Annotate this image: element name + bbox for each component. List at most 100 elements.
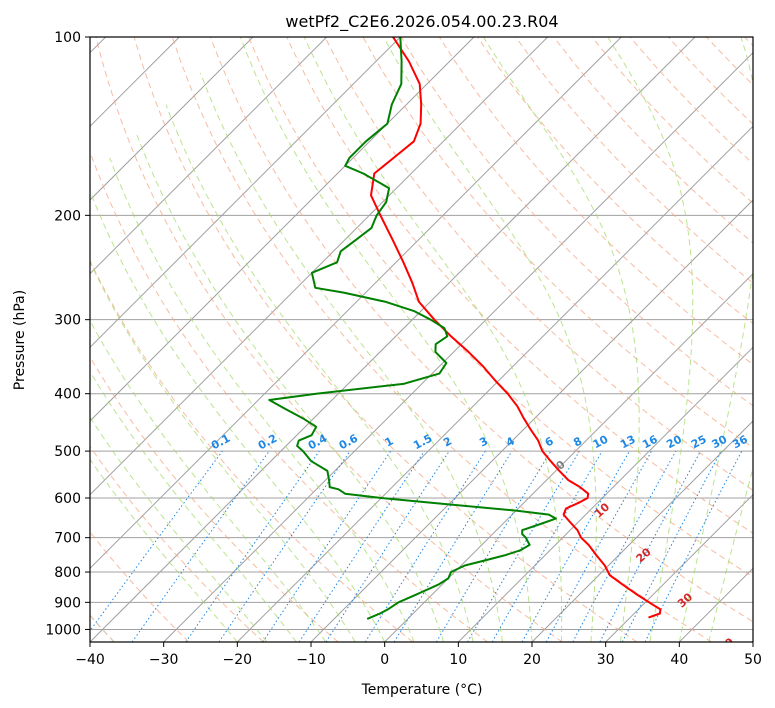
dry-adiabat-line bbox=[400, 37, 753, 407]
mixing-ratio-label: 10 bbox=[591, 432, 611, 451]
dry-adiabat-line bbox=[90, 445, 264, 642]
mixing-ratio-line bbox=[545, 450, 653, 642]
mixing-ratio-line bbox=[491, 450, 603, 642]
x-tick-label: −10 bbox=[296, 652, 326, 668]
mixing-ratio-label: 6 bbox=[543, 434, 556, 449]
moist-adiabat-line bbox=[90, 458, 238, 642]
temperature-profile-line bbox=[370, 37, 662, 619]
moist-adiabat-line bbox=[199, 72, 503, 642]
y-tick-label: 900 bbox=[54, 595, 81, 611]
mixing-ratio-label: 30 bbox=[710, 433, 730, 452]
mixing-ratio-label: 20 bbox=[664, 432, 684, 451]
moist-adiabat-line bbox=[165, 104, 474, 642]
y-tick-label: 600 bbox=[54, 491, 81, 507]
dry-adiabat-line bbox=[248, 37, 753, 578]
y-tick-label: 1000 bbox=[45, 622, 81, 638]
mixing-ratio-line bbox=[218, 450, 351, 642]
mixing-ratio-line bbox=[572, 450, 677, 642]
y-tick-label: 400 bbox=[54, 387, 81, 403]
isotherm-line bbox=[90, 37, 475, 422]
isotherm-line bbox=[310, 199, 753, 642]
mixing-ratio-line bbox=[325, 450, 450, 642]
moist-adiabat-line bbox=[708, 466, 753, 642]
isotherm-line bbox=[457, 346, 753, 642]
y-tick-label: 800 bbox=[54, 565, 81, 581]
moist-adiabat-line bbox=[303, 37, 563, 642]
moist-adiabat-line bbox=[678, 37, 753, 642]
x-tick-label: 10 bbox=[449, 652, 467, 668]
isotherm-line bbox=[163, 51, 753, 642]
moist-adiabat-line bbox=[383, 37, 597, 642]
x-tick-label: −40 bbox=[75, 652, 105, 668]
mixing-ratio-label: 16 bbox=[640, 433, 660, 452]
x-tick-label: 30 bbox=[597, 652, 615, 668]
moist-adiabat-line bbox=[90, 416, 268, 642]
data-series bbox=[268, 37, 662, 620]
isotherm-line bbox=[678, 567, 753, 642]
dry-adiabat-line bbox=[90, 356, 339, 642]
moist-adiabat-line bbox=[482, 37, 640, 642]
isotherm-line bbox=[531, 420, 753, 642]
y-tick-label: 700 bbox=[54, 531, 81, 547]
y-tick-label: 100 bbox=[54, 30, 81, 46]
x-tick-label: −30 bbox=[149, 652, 179, 668]
chart-title: wetPf2_C2E6.2026.054.00.23.R04 bbox=[285, 12, 558, 32]
mixing-ratio-label: 0.4 bbox=[306, 432, 330, 453]
moist-adiabat-line bbox=[90, 370, 297, 642]
isotherm-line bbox=[90, 37, 549, 496]
x-axis-label: Temperature (°C) bbox=[361, 682, 483, 698]
mixing-ratio-line bbox=[364, 450, 486, 642]
dry-adiabat-line bbox=[515, 37, 753, 284]
dry-adiabat-line bbox=[133, 37, 638, 642]
mixing-ratio-label: 36 bbox=[730, 433, 750, 452]
moist-adiabat-line bbox=[90, 189, 386, 642]
x-tick-label: 40 bbox=[670, 652, 688, 668]
moist-adiabat-line bbox=[135, 132, 445, 642]
moist-adiabat-line bbox=[607, 37, 694, 642]
isotherm-line bbox=[236, 125, 753, 642]
isotherm-line bbox=[90, 37, 254, 201]
dry-adiabat-line bbox=[362, 37, 753, 449]
mixing-ratio-label: 25 bbox=[689, 433, 709, 452]
dry-adiabat-line bbox=[744, 37, 753, 47]
dry-adiabat-line bbox=[95, 37, 563, 642]
y-tick-label: 200 bbox=[54, 208, 81, 224]
moist-adiabat-line bbox=[239, 37, 533, 642]
plot-frame bbox=[89, 36, 754, 643]
dry-adiabat-line bbox=[477, 37, 753, 325]
plot-area: 0.10.20.40.611.52346810131620253036-100-… bbox=[89, 36, 754, 655]
isotherm-line bbox=[384, 272, 753, 642]
isotherm-line bbox=[605, 493, 753, 642]
isotherm-line bbox=[752, 641, 753, 642]
dry-adiabat-line bbox=[553, 37, 753, 244]
isotherm-line bbox=[90, 37, 401, 349]
mixing-ratio-label: 1.5 bbox=[411, 432, 434, 453]
isotherm-line bbox=[90, 37, 696, 642]
moist-adiabat-label: 30 bbox=[675, 590, 695, 610]
dry-adiabat-line bbox=[90, 259, 414, 642]
dry-adiabat-line bbox=[324, 37, 753, 491]
moist-adiabat-label: 40 bbox=[717, 635, 737, 655]
mixing-ratio-line bbox=[298, 450, 425, 642]
moist-adiabat-line bbox=[90, 260, 356, 642]
moist-adiabat-label: 20 bbox=[634, 545, 654, 565]
moist-adiabat-line bbox=[90, 319, 327, 642]
dry-adiabat-line bbox=[668, 37, 753, 125]
dry-adiabat-line bbox=[706, 37, 753, 86]
dry-adiabat-line bbox=[210, 37, 753, 623]
isotherm-line bbox=[90, 37, 622, 570]
x-tick-label: 20 bbox=[523, 652, 541, 668]
mixing-ratio-line bbox=[262, 450, 392, 642]
mixing-ratio-line bbox=[435, 450, 552, 642]
dry-adiabat-line bbox=[629, 37, 753, 165]
mixing-ratio-label: 3 bbox=[477, 434, 490, 449]
dry-adiabat-line bbox=[171, 37, 712, 642]
mixing-ratio-label: 8 bbox=[571, 434, 584, 449]
x-tick-label: −20 bbox=[223, 652, 253, 668]
isotherm-line bbox=[90, 37, 328, 275]
mixing-ratio-label: 13 bbox=[618, 433, 638, 452]
dry-adiabat-line bbox=[90, 531, 190, 642]
mixing-ratio-label: 1 bbox=[383, 434, 396, 449]
moist-adiabat-label: 10 bbox=[592, 500, 612, 520]
